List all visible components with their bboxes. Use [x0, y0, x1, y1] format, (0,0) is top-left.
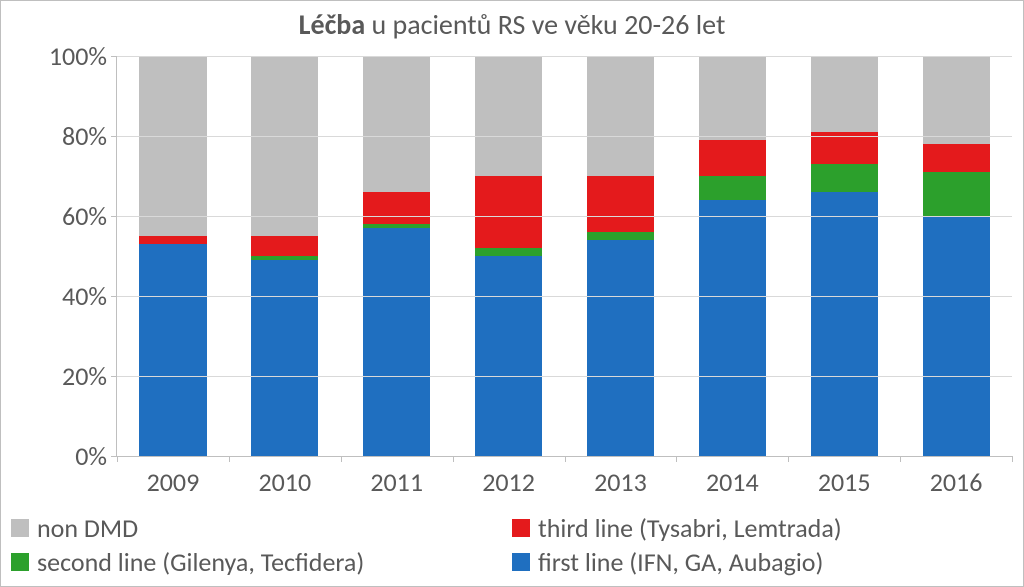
legend-swatch [11, 553, 29, 571]
bar-slot: 2016 [900, 56, 1012, 456]
x-tick-mark [229, 456, 230, 462]
bar-slot: 2014 [676, 56, 788, 456]
x-tick-label: 2013 [565, 456, 677, 498]
bar-slot: 2010 [229, 56, 341, 456]
x-tick-mark [117, 456, 118, 462]
bar-segment-third [587, 176, 654, 232]
legend-label: second line (Gilenya, Tecfidera) [37, 546, 364, 578]
x-tick-label: 2014 [676, 456, 788, 498]
bar [587, 56, 654, 456]
legend-swatch [11, 519, 29, 537]
bar [475, 56, 542, 456]
x-tick-mark [453, 456, 454, 462]
bar-segment-third [699, 140, 766, 176]
y-tick-label: 40% [62, 280, 117, 312]
bar [699, 56, 766, 456]
bar-segment-first [699, 200, 766, 456]
bars-group: 20092010201120122013201420152016 [117, 56, 1012, 456]
bar-segment-nondmd [139, 56, 206, 236]
x-tick-mark [1012, 456, 1013, 462]
bar-segment-first [923, 216, 990, 456]
x-tick-label: 2012 [453, 456, 565, 498]
bar-segment-first [587, 240, 654, 456]
x-tick-label: 2011 [341, 456, 453, 498]
bar-slot: 2009 [117, 56, 229, 456]
bar [139, 56, 206, 456]
x-tick-label: 2009 [117, 456, 229, 498]
x-tick-mark [565, 456, 566, 462]
x-tick-mark [900, 456, 901, 462]
bar-segment-nondmd [587, 56, 654, 176]
y-tick-label: 80% [62, 120, 117, 152]
legend-item-nondmd: non DMD [11, 512, 512, 544]
y-tick-label: 0% [75, 440, 117, 472]
x-tick-label: 2010 [229, 456, 341, 498]
bar-slot: 2015 [788, 56, 900, 456]
bar [363, 56, 430, 456]
bar-slot: 2013 [565, 56, 677, 456]
bar-segment-nondmd [699, 56, 766, 140]
bar-slot: 2012 [453, 56, 565, 456]
legend-label: third line (Tysabri, Lemtrada) [538, 512, 842, 544]
bar-segment-second [475, 248, 542, 256]
bar-segment-second [251, 256, 318, 260]
x-tick-mark [341, 456, 342, 462]
chart-container: Léčba u pacientů RS ve věku 20-26 let 20… [0, 0, 1024, 587]
legend-label: non DMD [37, 512, 138, 544]
bar-segment-second [811, 164, 878, 192]
bar-segment-second [699, 176, 766, 200]
bar-segment-third [475, 176, 542, 248]
legend-item-second: second line (Gilenya, Tecfidera) [11, 546, 512, 578]
gridline [117, 56, 1012, 57]
plot-area: 20092010201120122013201420152016 0%20%40… [116, 56, 1012, 457]
bar-segment-second [363, 224, 430, 228]
bar-segment-third [363, 192, 430, 224]
bar-segment-first [363, 228, 430, 456]
legend-item-first: first line (IFN, GA, Aubagio) [512, 546, 1013, 578]
bar-segment-first [139, 244, 206, 456]
bar-segment-first [475, 256, 542, 456]
bar-segment-third [139, 236, 206, 244]
bar-segment-nondmd [363, 56, 430, 192]
bar [923, 56, 990, 456]
bar-segment-nondmd [923, 56, 990, 144]
bar-segment-first [811, 192, 878, 456]
chart-title: Léčba u pacientů RS ve věku 20-26 let [1, 7, 1023, 42]
y-tick-label: 100% [49, 40, 117, 72]
legend: non DMD third line (Tysabri, Lemtrada) sec… [11, 512, 1013, 578]
bar-segment-second [923, 172, 990, 216]
bar-segment-nondmd [251, 56, 318, 236]
gridline [117, 376, 1012, 377]
gridline [117, 296, 1012, 297]
legend-item-third: third line (Tysabri, Lemtrada) [512, 512, 1013, 544]
bar-segment-third [923, 144, 990, 172]
x-tick-mark [788, 456, 789, 462]
gridline [117, 136, 1012, 137]
bar-segment-second [587, 232, 654, 240]
bar-slot: 2011 [341, 56, 453, 456]
gridline [117, 216, 1012, 217]
bar [251, 56, 318, 456]
x-tick-mark [676, 456, 677, 462]
chart-title-rest: u pacientů RS ve věku 20-26 let [365, 7, 725, 42]
bar-segment-third [251, 236, 318, 256]
y-tick-label: 20% [62, 360, 117, 392]
x-tick-label: 2015 [788, 456, 900, 498]
y-tick-label: 60% [62, 200, 117, 232]
x-tick-label: 2016 [900, 456, 1012, 498]
bar-segment-nondmd [811, 56, 878, 132]
bar-segment-nondmd [475, 56, 542, 176]
bar [811, 56, 878, 456]
bar-segment-first [251, 260, 318, 456]
legend-label: first line (IFN, GA, Aubagio) [538, 546, 823, 578]
legend-swatch [512, 519, 530, 537]
chart-title-bold: Léčba [299, 7, 366, 42]
legend-swatch [512, 553, 530, 571]
